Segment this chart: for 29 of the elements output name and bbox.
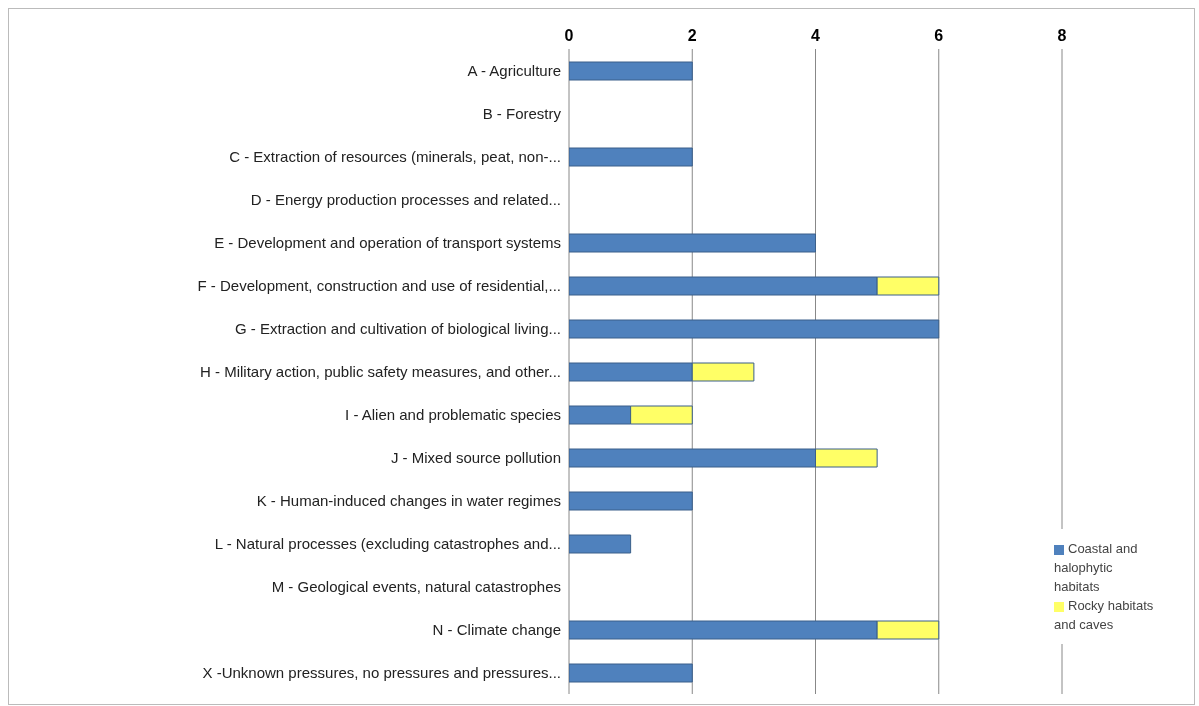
y-tick-label: N - Climate change [432, 620, 561, 638]
y-tick-label: B - Forestry [482, 104, 562, 122]
y-tick-label: C - Extraction of resources (minerals, peat, non-... [229, 147, 561, 165]
y-tick-label: G - Extraction and cultivation of biological living... [235, 319, 561, 337]
bar [569, 61, 693, 81]
x-tick-label: 2 [687, 27, 697, 44]
y-tick-label: J - Mixed source pollution [390, 448, 561, 466]
bar [569, 534, 632, 554]
x-tick-label: 4 [811, 27, 821, 44]
y-tick-label: D - Energy production processes and related... [250, 190, 561, 208]
y-tick-label: I - Alien and problematic species [345, 405, 561, 423]
y-tick-label: E - Development and operation of transport systems [214, 233, 561, 251]
y-tick-label: F - Development, construction and use of residential,... [197, 276, 561, 294]
bar [569, 147, 693, 167]
y-tick-label: H - Military action, public safety measures, and other... [200, 362, 561, 380]
x-tick-label: 6 [934, 27, 944, 44]
bar [569, 319, 940, 339]
y-tick-label: A - Agriculture [467, 61, 561, 79]
legend-label: Rocky habitats and caves [1054, 598, 1154, 632]
bar [569, 233, 816, 253]
x-tick-label: 0 [564, 27, 574, 44]
y-tick-label: M - Geological events, natural catastrophes [271, 577, 561, 595]
x-tick-label: 8 [1057, 27, 1067, 44]
legend-label: Coastal and halophytic habitats [1054, 541, 1138, 594]
bar [569, 491, 693, 511]
y-tick-label: X -Unknown pressures, no pressures and pressures... [202, 663, 561, 681]
bar [569, 663, 693, 683]
y-tick-label: K - Human-induced changes in water regimes [256, 491, 561, 509]
y-tick-label: L - Natural processes (excluding catastrophes and... [214, 534, 561, 552]
